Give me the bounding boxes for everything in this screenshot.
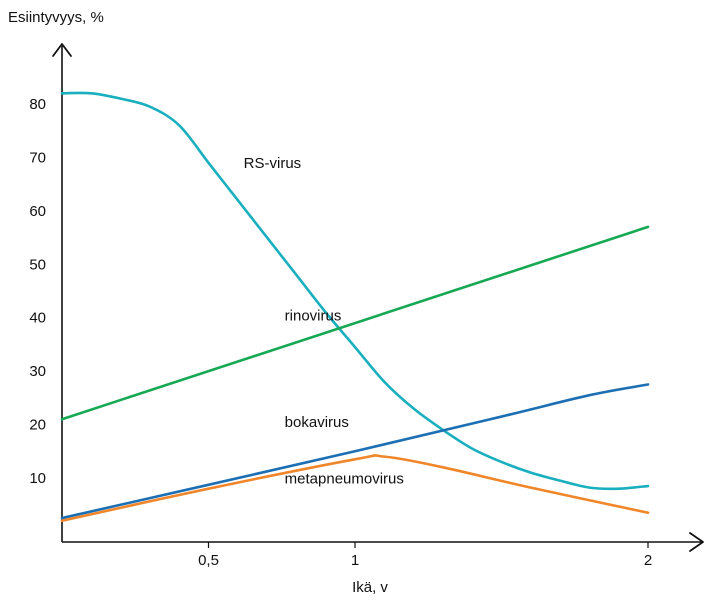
y-axis-title: Esiintyvyys, %: [8, 9, 104, 26]
x-tick-label: 1: [351, 552, 359, 569]
series-line-bokavirus: [60, 383, 650, 520]
x-ticks: 0,5 1 2: [198, 542, 652, 569]
y-tick-label: 80: [29, 96, 46, 113]
y-tick-label: 40: [29, 310, 46, 327]
y-ticks: 10 20 30 40 50 60 70 80: [29, 96, 46, 487]
series-label-bokavirus: bokavirus: [285, 414, 349, 431]
y-tick-label: 60: [29, 203, 46, 220]
series-layer: [60, 91, 650, 523]
y-tick-label: 20: [29, 417, 46, 434]
series-line-rs-virus: [60, 91, 650, 491]
y-tick-label: 70: [29, 149, 46, 166]
series-labels: RS-virus rinovirus bokavirus metapneumoviru…: [244, 155, 404, 487]
y-tick-label: 30: [29, 363, 46, 380]
series-label-metapneumovirus: metapneumovirus: [285, 470, 404, 487]
axes: [52, 43, 704, 552]
y-tick-label: 10: [29, 470, 46, 487]
y-axis-arrow: [52, 43, 72, 57]
x-axis-title: Ikä, v: [352, 579, 388, 596]
series-label-rinovirus: rinovirus: [285, 307, 342, 324]
series-line-rinovirus: [60, 225, 650, 421]
series-label-rs-virus: RS-virus: [244, 155, 302, 172]
x-tick-label: 0,5: [198, 552, 219, 569]
y-tick-label: 50: [29, 256, 46, 273]
x-axis-arrow: [689, 532, 704, 552]
series-line-metapneumovirus: [60, 454, 650, 523]
x-tick-label: 2: [644, 552, 652, 569]
